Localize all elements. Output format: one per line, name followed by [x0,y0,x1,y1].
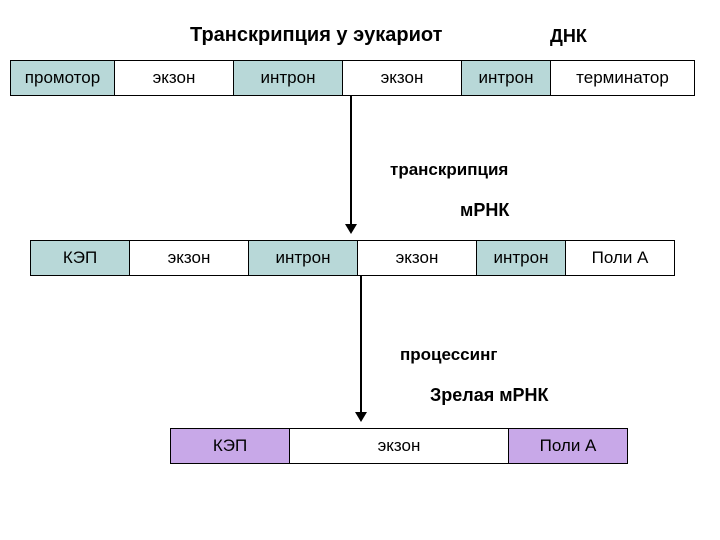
label-mrnk: мРНК [460,200,509,221]
row1-cell-2: интрон [233,60,343,96]
arrowhead-0 [345,224,357,234]
label-dnk: ДНК [550,26,587,47]
row3-cell-0: КЭП [170,428,290,464]
row2-cell-5: Поли А [565,240,675,276]
dna-row: промоторэкзонинтронэкзонинтронтерминатор [10,60,695,96]
label-processing: процессинг [400,345,497,365]
label-transcription: транскрипция [390,160,508,180]
row2-cell-0: КЭП [30,240,130,276]
mature-mrna-row: КЭПэкзонПоли А [170,428,628,464]
row1-cell-3: экзон [342,60,462,96]
row1-cell-1: экзон [114,60,234,96]
row1-cell-4: интрон [461,60,551,96]
diagram-title: Транскрипция у эукариот [190,24,442,47]
premrna-row: КЭПэкзонинтронэкзонинтронПоли А [30,240,675,276]
row3-cell-2: Поли А [508,428,628,464]
row2-cell-3: экзон [357,240,477,276]
row1-cell-0: промотор [10,60,115,96]
arrow-1 [360,276,362,414]
label-mature-mrnk: Зрелая мРНК [430,385,549,406]
row1-cell-5: терминатор [550,60,695,96]
row2-cell-4: интрон [476,240,566,276]
arrowhead-1 [355,412,367,422]
row3-cell-1: экзон [289,428,509,464]
arrow-0 [350,96,352,226]
row2-cell-2: интрон [248,240,358,276]
row2-cell-1: экзон [129,240,249,276]
